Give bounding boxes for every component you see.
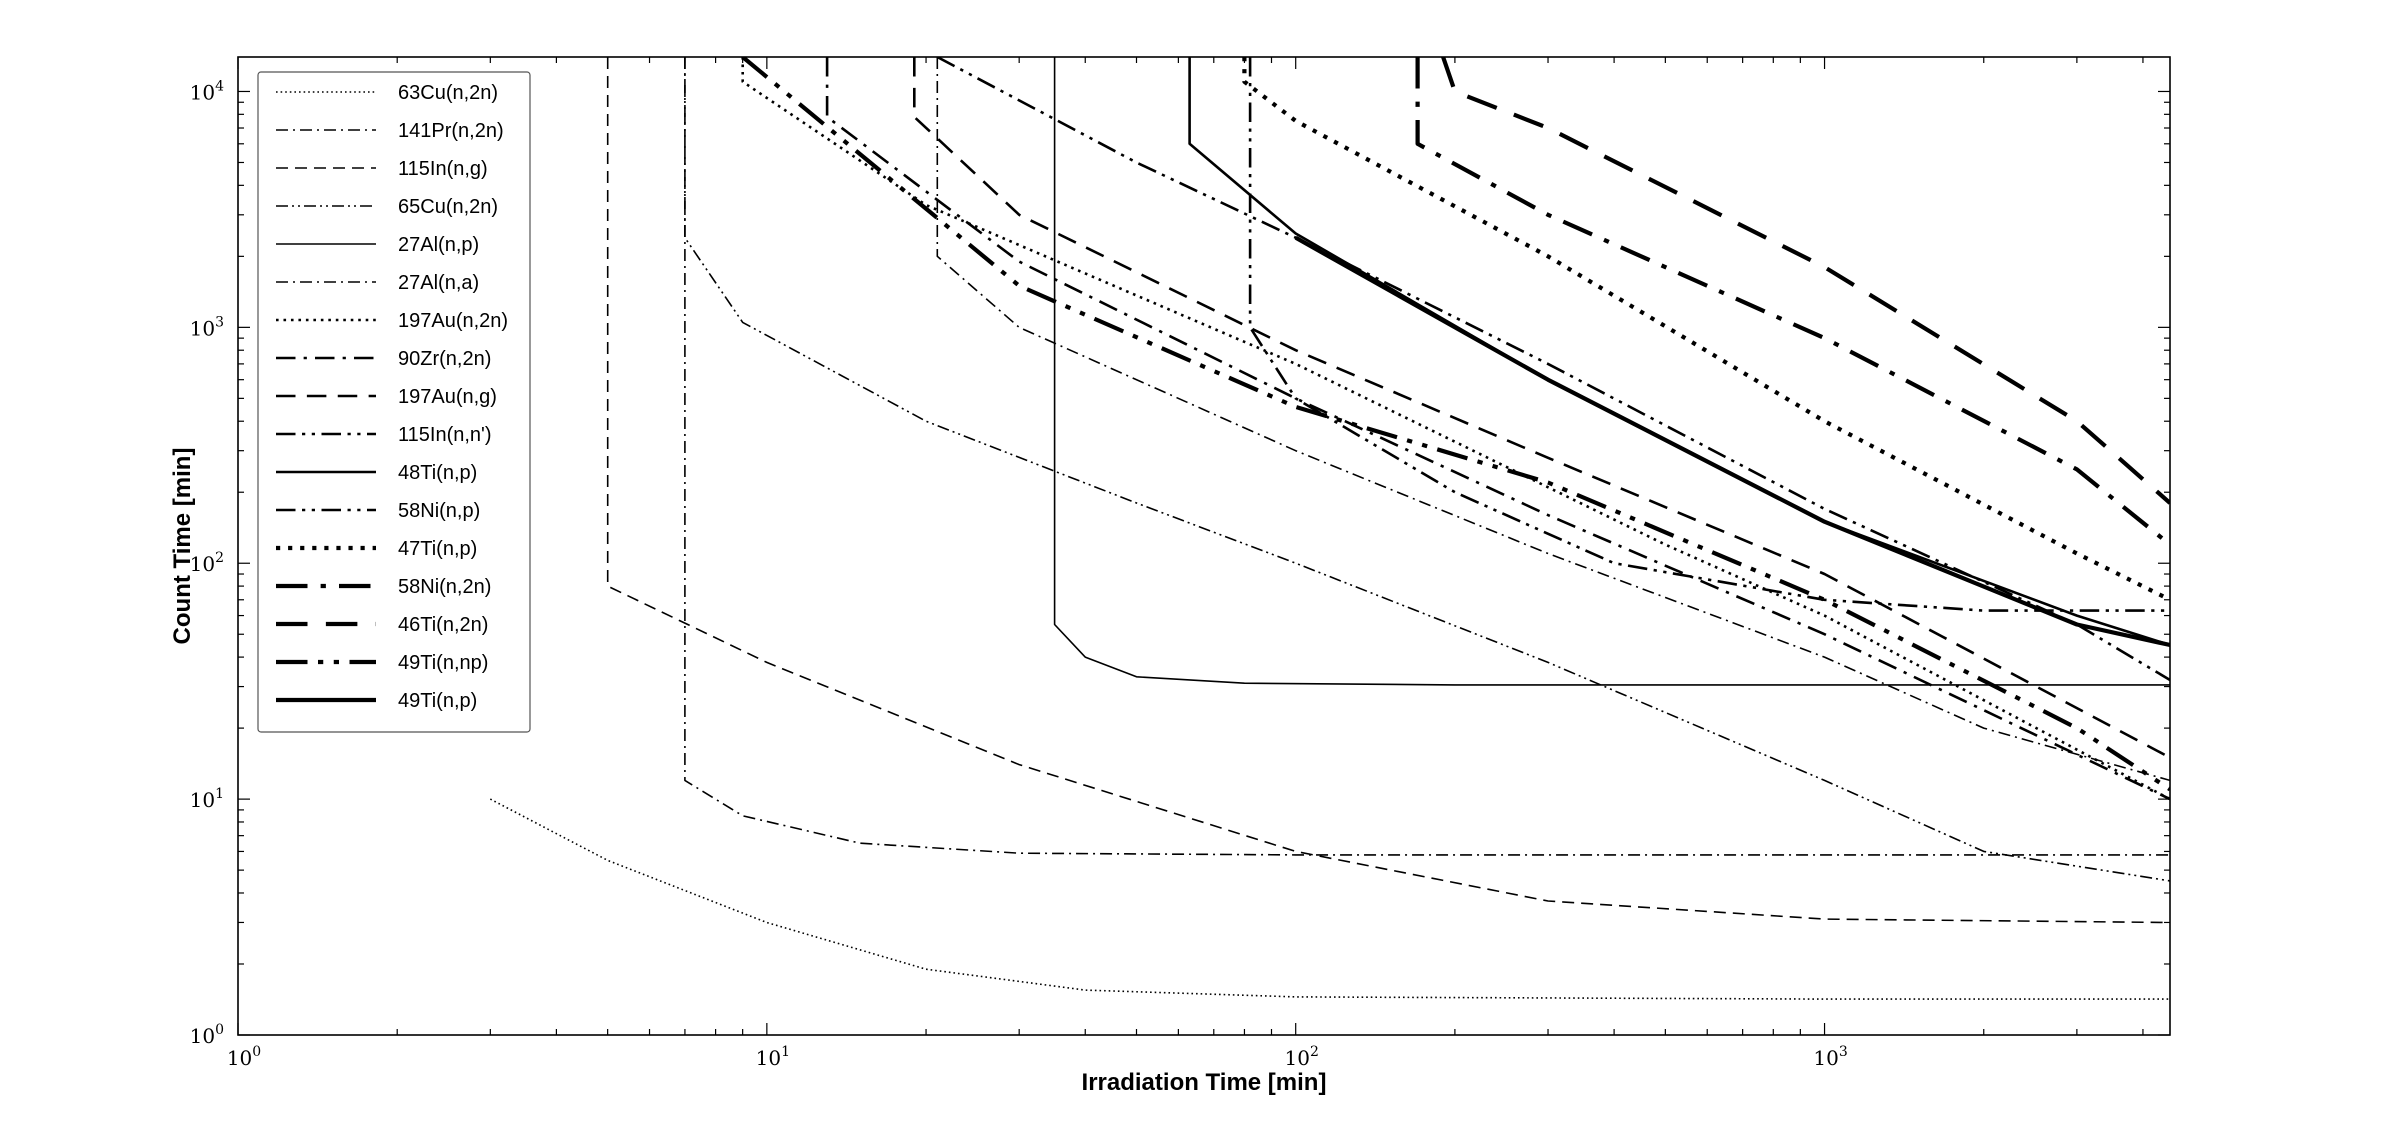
legend-label-12: 47Ti(n,p) xyxy=(398,538,477,560)
series-line-1 xyxy=(684,57,2170,856)
legend-label-5: 27Al(n,a) xyxy=(398,272,479,294)
series-line-15 xyxy=(741,57,2170,792)
y-tick-label-2: 102 xyxy=(190,550,224,576)
legend-label-10: 48Ti(n,p) xyxy=(398,462,477,484)
legend-label-0: 63Cu(n,2n) xyxy=(398,82,498,104)
legend-label-11: 58Ni(n,p) xyxy=(398,500,480,522)
y-tick-label-3: 103 xyxy=(190,314,224,340)
series-line-16 xyxy=(1294,235,2170,648)
series-line-14 xyxy=(1441,57,2170,505)
legend-label-9: 115In(n,n') xyxy=(398,424,492,446)
series-line-2 xyxy=(606,57,2170,924)
y-tick-label-0: 100 xyxy=(190,1022,224,1048)
legend-label-2: 115In(n,g) xyxy=(398,158,488,180)
y-tick-label-4: 104 xyxy=(190,78,224,104)
y-axis-label: Count Time [min] xyxy=(169,448,196,645)
series-line-9 xyxy=(1248,57,2170,612)
ticks-layer: 100 101 102 103 100 101 102 103 104 xyxy=(190,57,2170,1070)
legend-label-6: 197Au(n,2n) xyxy=(398,310,508,332)
legend-label-4: 27Al(n,p) xyxy=(398,234,479,256)
series-layer xyxy=(489,57,2170,1000)
series-line-7 xyxy=(825,57,2170,801)
legend-label-7: 90Zr(n,2n) xyxy=(398,348,491,370)
x-tick-label-2: 102 xyxy=(1285,1044,1319,1070)
series-line-3 xyxy=(684,57,2170,882)
series-line-5 xyxy=(936,57,2170,782)
series-line-6 xyxy=(741,57,2170,801)
x-axis-label: Irradiation Time [min] xyxy=(1082,1069,1327,1096)
legend-label-1: 141Pr(n,2n) xyxy=(398,120,504,142)
legend-label-3: 65Cu(n,2n) xyxy=(398,196,498,218)
plot-frame xyxy=(237,56,2171,1036)
legend: 63Cu(n,2n) 141Pr(n,2n) 115In(n,g) 65Cu(n,2n… xyxy=(257,71,531,733)
legend-label-14: 46Ti(n,2n) xyxy=(398,614,488,636)
x-tick-label-0: 100 xyxy=(227,1044,261,1070)
series-line-13 xyxy=(1415,57,2170,547)
series-line-12 xyxy=(1242,57,2170,602)
y-tick-label-1: 101 xyxy=(190,786,224,812)
legend-label-15: 49Ti(n,np) xyxy=(398,652,488,674)
legend-label-13: 58Ni(n,2n) xyxy=(398,576,491,598)
series-line-4 xyxy=(1053,57,2170,686)
series-line-11 xyxy=(936,57,2170,682)
x-tick-label-1: 101 xyxy=(756,1044,790,1070)
legend-box xyxy=(257,71,531,733)
x-tick-label-3: 103 xyxy=(1813,1044,1847,1070)
legend-label-16: 49Ti(n,p) xyxy=(398,690,477,712)
series-line-8 xyxy=(913,57,2170,759)
legend-label-8: 197Au(n,g) xyxy=(398,386,497,408)
